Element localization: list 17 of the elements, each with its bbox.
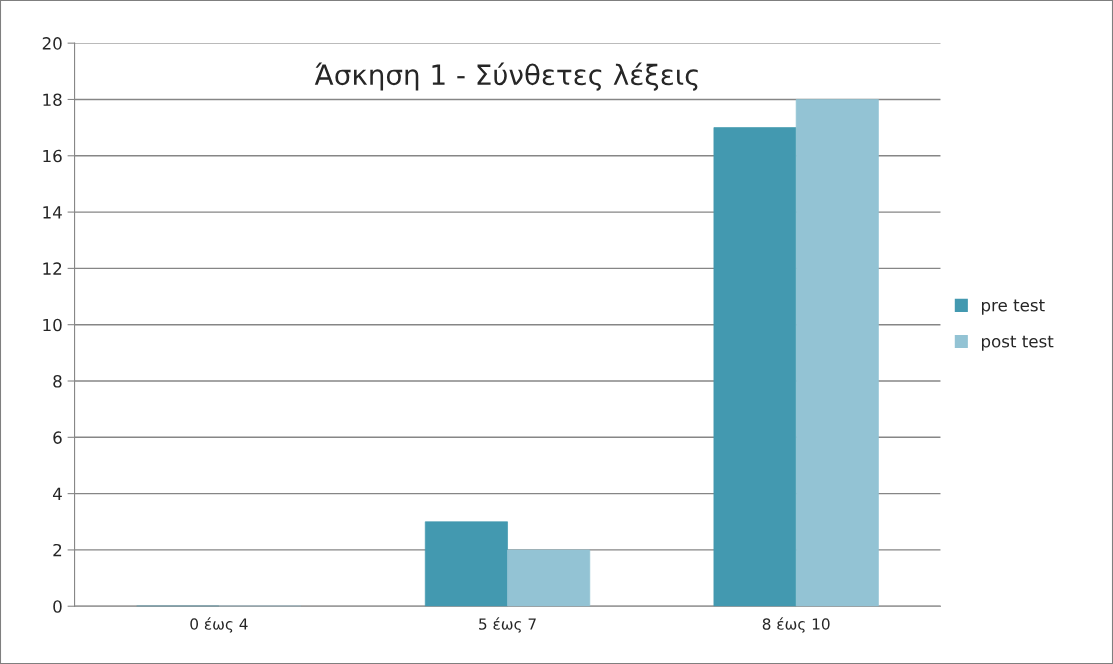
x-tick-label: 8 έως 10 — [762, 617, 830, 633]
y-tick-label: 12 — [43, 262, 62, 275]
y-tick-label: 18 — [43, 93, 62, 107]
y-tick-label: 6 — [53, 431, 62, 444]
y-tick-label: 8 — [53, 374, 62, 388]
y-tick-label: 14 — [43, 206, 62, 219]
y-tick-label: 16 — [43, 149, 62, 163]
text: Άσκηση 1 - Σύνθετες λέξεις — [314, 62, 698, 91]
y-tick-label: 4 — [52, 487, 62, 500]
x-tick-label: 0 έως 4 — [190, 617, 248, 633]
y-tick-label: 20 — [42, 37, 62, 50]
legend-label: pre test — [982, 299, 1045, 315]
y-tick-label: 0 — [53, 600, 62, 613]
y-tick-label: 2 — [53, 543, 62, 557]
legend-label: post test — [982, 335, 1054, 351]
y-tick-label: 10 — [43, 318, 62, 332]
x-tick-label: 5 έως 7 — [479, 617, 536, 633]
